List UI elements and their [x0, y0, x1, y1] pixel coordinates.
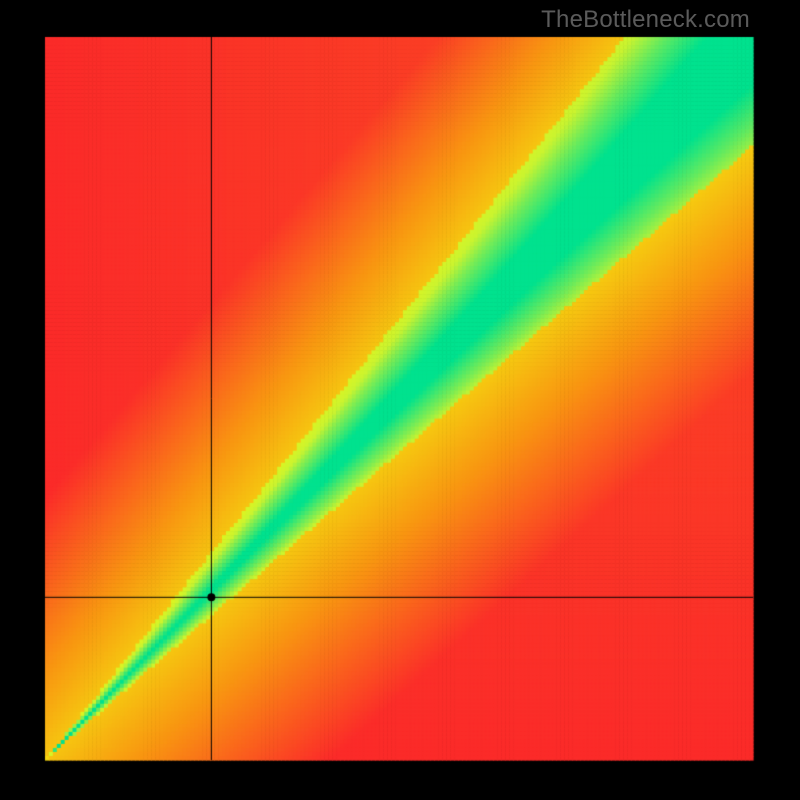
chart-container: TheBottleneck.com	[0, 0, 800, 800]
watermark-text: TheBottleneck.com	[541, 6, 750, 34]
heatmap-canvas	[0, 0, 800, 800]
